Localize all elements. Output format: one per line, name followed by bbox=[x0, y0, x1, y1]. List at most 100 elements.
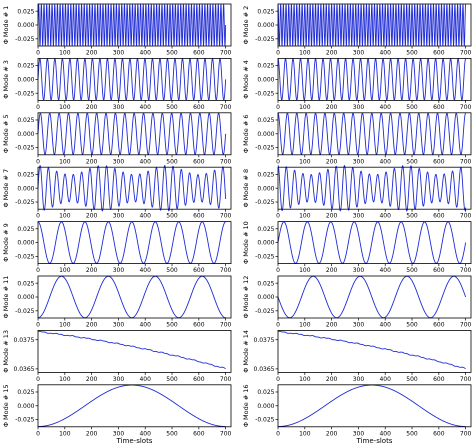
x-tick-label: 200 bbox=[326, 267, 338, 274]
x-tick-label: 100 bbox=[299, 50, 311, 57]
y-tick-label: -0.025 bbox=[15, 36, 35, 43]
x-tick-label: 200 bbox=[86, 267, 98, 274]
subplot-mode-11: 0 100 200 300 400 500 600 700 0.025 0.000 -0.025 Φ … bbox=[2, 275, 232, 329]
x-tick-label: 100 bbox=[299, 158, 311, 165]
x-tick-label: 200 bbox=[326, 104, 338, 111]
x-tick-label: 0 bbox=[276, 322, 280, 329]
y-tick-label: 0.025 bbox=[257, 280, 274, 287]
x-tick-label: 0 bbox=[36, 267, 40, 274]
x-tick-label: 200 bbox=[326, 50, 338, 57]
y-axis-label: Φ Mode # 4 bbox=[242, 60, 250, 99]
x-tick-label: 600 bbox=[433, 213, 445, 220]
x-tick-label: 200 bbox=[326, 376, 338, 383]
y-axis-label: Φ Mode # 7 bbox=[2, 169, 10, 208]
y-axis-label: Φ Mode # 2 bbox=[242, 6, 250, 45]
y-axis-label: Φ Mode # 1 bbox=[2, 6, 10, 45]
x-tick-label: 0 bbox=[36, 322, 40, 329]
x-tick-label: 500 bbox=[166, 50, 178, 57]
x-tick-label: 500 bbox=[166, 430, 178, 437]
y-tick-label: 0.000 bbox=[17, 77, 34, 84]
x-tick-label: 700 bbox=[460, 104, 472, 111]
mode-9-line bbox=[37, 221, 226, 264]
y-tick-label: 0.000 bbox=[257, 185, 274, 192]
mode-2-line bbox=[277, 3, 467, 47]
y-tick-label: 0.025 bbox=[257, 117, 274, 124]
y-tick-label: -0.025 bbox=[255, 308, 275, 315]
x-tick-label: 300 bbox=[353, 376, 365, 383]
x-tick-label: 700 bbox=[220, 50, 232, 57]
y-axis-label: Φ Mode # 12 bbox=[242, 276, 250, 319]
x-tick-label: 400 bbox=[139, 213, 151, 220]
y-tick-label: -0.025 bbox=[15, 254, 35, 261]
x-tick-label: 200 bbox=[326, 322, 338, 329]
y-axis-label: Φ Mode # 14 bbox=[242, 330, 250, 373]
y-tick-label: 0.000 bbox=[257, 240, 274, 247]
x-tick-label: 100 bbox=[299, 430, 311, 437]
x-tick-label: 300 bbox=[353, 267, 365, 274]
x-tick-label: 200 bbox=[86, 376, 98, 383]
x-tick-label: 600 bbox=[433, 376, 445, 383]
y-tick-label: 0.000 bbox=[17, 22, 34, 29]
x-tick-label: 600 bbox=[193, 213, 205, 220]
x-tick-label: 500 bbox=[166, 376, 178, 383]
x-tick-label: 300 bbox=[353, 213, 365, 220]
x-tick-label: 0 bbox=[276, 376, 280, 383]
x-tick-label: 200 bbox=[86, 104, 98, 111]
y-tick-label: 0.025 bbox=[17, 171, 34, 178]
x-tick-label: 400 bbox=[379, 104, 391, 111]
subplot-mode-14: 0 100 200 300 400 500 600 700 0.0375 0.0365 Φ Mode… bbox=[242, 329, 472, 383]
x-tick-label: 700 bbox=[460, 430, 472, 437]
x-tick-label: 400 bbox=[379, 158, 391, 165]
y-tick-label: 0.025 bbox=[17, 280, 34, 287]
y-tick-label: -0.025 bbox=[15, 145, 35, 152]
y-tick-label: 0.000 bbox=[257, 403, 274, 410]
x-tick-label: 400 bbox=[379, 50, 391, 57]
x-tick-label: 600 bbox=[433, 104, 445, 111]
x-tick-label: 700 bbox=[460, 213, 472, 220]
x-tick-label: 700 bbox=[220, 158, 232, 165]
y-tick-label: -0.025 bbox=[255, 417, 275, 424]
x-tick-label: 700 bbox=[460, 267, 472, 274]
x-tick-label: 100 bbox=[299, 213, 311, 220]
y-tick-label: 0.0365 bbox=[254, 366, 275, 373]
x-tick-label: 700 bbox=[220, 267, 232, 274]
x-tick-label: 700 bbox=[220, 430, 232, 437]
y-axis-label: Φ Mode # 15 bbox=[2, 384, 10, 427]
y-axis-label: Φ Mode # 10 bbox=[242, 221, 250, 264]
x-tick-label: 500 bbox=[166, 213, 178, 220]
x-tick-label: 200 bbox=[86, 158, 98, 165]
x-tick-label: 0 bbox=[276, 104, 280, 111]
x-tick-label: 700 bbox=[460, 50, 472, 57]
x-tick-label: 300 bbox=[353, 158, 365, 165]
x-tick-label: 700 bbox=[460, 322, 472, 329]
y-axis-label: Φ Mode # 6 bbox=[242, 114, 250, 153]
mode-7-line bbox=[37, 165, 227, 212]
x-tick-label: 500 bbox=[166, 158, 178, 165]
x-tick-label: 200 bbox=[86, 213, 98, 220]
x-tick-label: 500 bbox=[406, 50, 418, 57]
x-tick-label: 700 bbox=[220, 213, 232, 220]
x-tick-label: 0 bbox=[276, 430, 280, 437]
y-tick-label: 0.000 bbox=[257, 131, 274, 138]
y-tick-label: 0.025 bbox=[17, 8, 34, 15]
x-tick-label: 500 bbox=[406, 376, 418, 383]
y-tick-label: -0.025 bbox=[15, 90, 35, 97]
x-tick-label: 100 bbox=[59, 267, 71, 274]
y-axis-label: Φ Mode # 9 bbox=[2, 223, 10, 262]
subplot-mode-9: 0 100 200 300 400 500 600 700 0.025 0.000 -0.025 Φ … bbox=[2, 221, 232, 274]
y-axis-label: Φ Mode # 13 bbox=[2, 330, 10, 373]
x-tick-label: 200 bbox=[86, 430, 98, 437]
x-tick-label: 500 bbox=[166, 104, 178, 111]
x-axis-label: Time-slots bbox=[116, 437, 153, 445]
x-tick-label: 700 bbox=[220, 322, 232, 329]
x-tick-label: 600 bbox=[433, 322, 445, 329]
x-tick-label: 200 bbox=[326, 430, 338, 437]
subplot-mode-16: 0 100 200 300 400 500 600 700 0.025 0.000 -0.025 Φ … bbox=[242, 384, 472, 445]
x-tick-label: 400 bbox=[379, 376, 391, 383]
mode-14-line bbox=[277, 330, 466, 370]
y-axis-label: Φ Mode # 3 bbox=[2, 60, 10, 99]
y-tick-label: 0.025 bbox=[257, 389, 274, 396]
x-tick-label: 600 bbox=[193, 104, 205, 111]
x-tick-label: 400 bbox=[139, 430, 151, 437]
